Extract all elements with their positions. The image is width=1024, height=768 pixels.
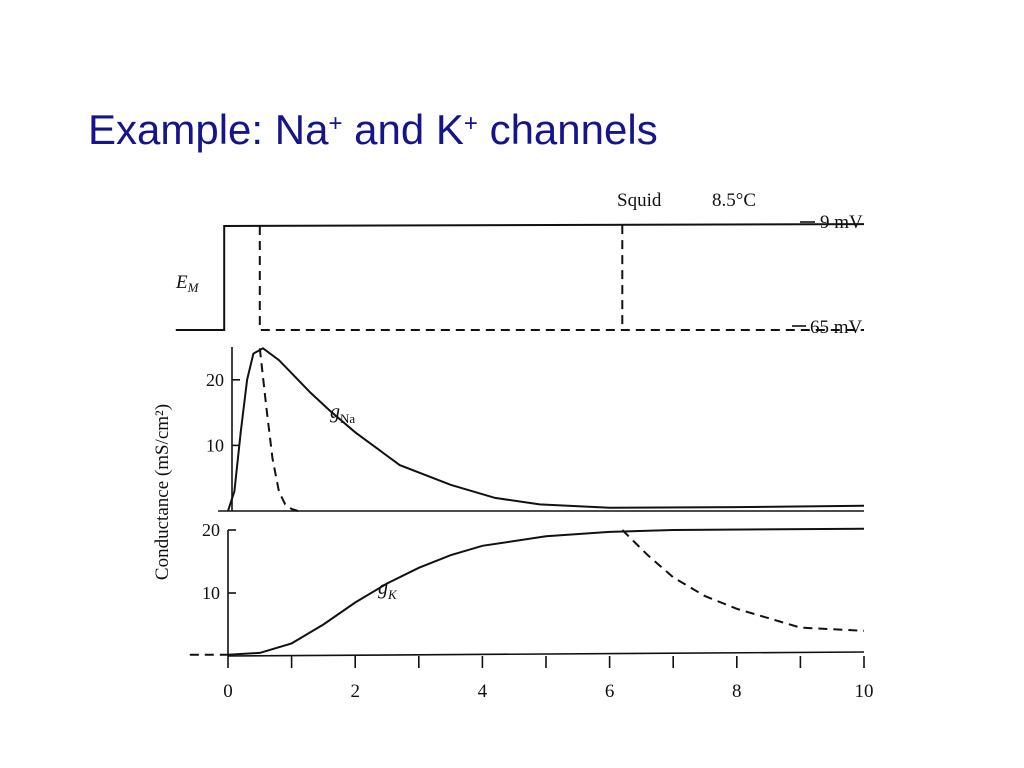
series-line [227, 347, 865, 512]
x-tick-label: 0 [223, 681, 233, 702]
label-sub: Na [340, 411, 355, 426]
y-tick-label: 10 [202, 583, 220, 603]
y-tick-label: 20 [206, 370, 224, 390]
y-tick-label: 20 [202, 520, 220, 540]
slide-title: Example: Na+ and K+ channels [88, 106, 658, 153]
annotation: 9 mV [820, 212, 863, 233]
label-sub: K [387, 587, 398, 602]
title-text: channels [478, 106, 658, 153]
annotation: 65 mV [810, 317, 863, 338]
y-axis-label: Conductance (mS/cm²) [152, 404, 173, 580]
label-main: g [378, 577, 388, 599]
series-line [621, 529, 865, 632]
series-line [227, 527, 865, 656]
series-label: gNa [330, 401, 355, 426]
title-text: Example: Na [88, 106, 329, 153]
superscript: + [328, 110, 342, 137]
superscript: + [464, 110, 478, 137]
x-tick-label: 4 [478, 681, 488, 702]
y-tick-label: 10 [206, 435, 224, 455]
x-tick-label: 8 [732, 681, 742, 702]
label-main: g [330, 401, 340, 423]
annotation: Squid [617, 190, 662, 211]
series-label: gK [378, 577, 398, 602]
series-line [258, 348, 299, 512]
y-axis-label: EM [175, 272, 200, 295]
label-sub: M [187, 280, 200, 295]
series-line [258, 226, 864, 331]
x-tick-label: 6 [605, 681, 615, 702]
series-line [175, 223, 865, 331]
x-axis [227, 651, 865, 657]
x-tick-label: 2 [350, 681, 360, 702]
annotation: 8.5°C [712, 190, 756, 211]
label-main: E [175, 272, 188, 293]
title-text: and K [342, 106, 463, 153]
x-tick-label: 10 [855, 681, 874, 702]
